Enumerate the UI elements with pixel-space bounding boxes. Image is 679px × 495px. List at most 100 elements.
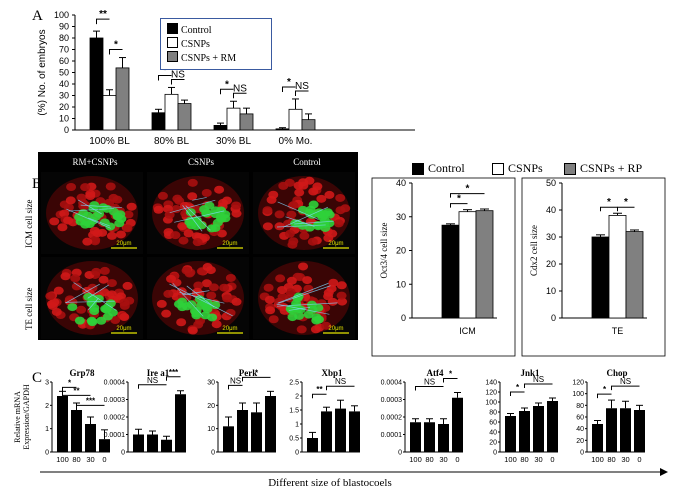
micro-nucleus bbox=[231, 209, 242, 218]
c-y-tick-label-2-0: 0 bbox=[211, 450, 215, 457]
micro-green-cell bbox=[315, 210, 326, 219]
micro-measure-line bbox=[278, 285, 331, 304]
micro-green-cell bbox=[87, 318, 98, 327]
micro-measure-line bbox=[88, 217, 110, 227]
legend-swatch-control bbox=[167, 23, 178, 34]
micro-measure-line bbox=[73, 282, 117, 311]
micro-green-cell bbox=[67, 303, 78, 312]
legend-label-csnps-rm: CSNPs + RM bbox=[181, 53, 237, 64]
b1-y-tick-label-4: 40 bbox=[396, 178, 406, 188]
c-x-tick-label-4-3: 0 bbox=[455, 455, 459, 464]
a-sig-5-label: NS bbox=[233, 83, 247, 94]
c-y-tick-label-2-3: 30 bbox=[207, 380, 215, 387]
micro-green-cell bbox=[116, 214, 127, 223]
a-y-tick-label-5: 50 bbox=[59, 68, 69, 78]
micro-nucleus bbox=[119, 301, 130, 310]
c-bar-2-2 bbox=[251, 412, 262, 452]
c-bar-2-0 bbox=[223, 426, 234, 452]
micro-green-cell bbox=[210, 301, 221, 310]
c-bar-2-3 bbox=[265, 396, 276, 452]
micro-nucleus bbox=[262, 206, 273, 215]
c-sig-1-1-label: *** bbox=[169, 368, 179, 377]
c-bar-4-0 bbox=[410, 422, 421, 452]
c-bottom-arrow-head bbox=[660, 468, 668, 476]
micro-measure-line bbox=[65, 283, 100, 304]
c-y-tick-label-6-3: 60 bbox=[576, 415, 584, 422]
micro-nucleus bbox=[176, 318, 187, 327]
micro-nucleus bbox=[324, 190, 335, 199]
a-x-tick-label-1: 80% BL bbox=[154, 136, 189, 147]
legend-swatch-control-b bbox=[412, 163, 424, 175]
micro-green-cell bbox=[295, 305, 306, 314]
micro-nucleus bbox=[187, 192, 198, 201]
row-label-te: TE cell size bbox=[24, 287, 34, 330]
c-sig-4-0-line bbox=[415, 386, 444, 391]
micro-nucleus bbox=[165, 274, 176, 283]
micro-green-cell bbox=[74, 316, 85, 325]
c-x-tick-label-0-3: 0 bbox=[102, 455, 106, 464]
b1-x-tick-label: ICM bbox=[459, 326, 476, 336]
micro-nucleus bbox=[199, 233, 210, 242]
micro-green-cell bbox=[191, 222, 202, 231]
micro-nucleus bbox=[106, 231, 117, 240]
micro-nucleus bbox=[219, 283, 230, 292]
micro-measure-line bbox=[186, 285, 215, 308]
b2-sig-1-line bbox=[617, 206, 635, 212]
c-x-tick-label-6-1: 80 bbox=[607, 455, 615, 464]
micro-nucleus bbox=[294, 188, 305, 197]
a-sig-4-line bbox=[220, 88, 234, 95]
a-y-tick-label-0: 0 bbox=[64, 125, 69, 135]
b2-bar-0 bbox=[591, 236, 610, 319]
c-bar-3-0 bbox=[307, 438, 318, 452]
micro-nucleus bbox=[106, 279, 117, 288]
a-sig-5-line bbox=[233, 92, 247, 99]
b2-y-tick-label-3: 30 bbox=[546, 232, 556, 242]
micro-measure-line bbox=[192, 197, 207, 201]
c-bar-3-3 bbox=[349, 411, 360, 452]
legend-swatch-csnps-rm bbox=[167, 51, 178, 62]
c-title-5: Jnk1 bbox=[520, 368, 540, 378]
micro-green-cell bbox=[294, 311, 305, 320]
c-sig-0-1-label: ** bbox=[73, 386, 80, 395]
a-bar-0-2 bbox=[115, 67, 130, 131]
c-y-tick-label-5-0: 0 bbox=[493, 450, 497, 457]
micro-green-cell bbox=[191, 306, 202, 315]
micro-nucleus bbox=[105, 182, 116, 191]
micro-nucleus bbox=[170, 231, 181, 240]
micro-nucleus bbox=[59, 209, 70, 218]
c-bar-4-1 bbox=[424, 422, 435, 452]
micro-nucleus bbox=[115, 230, 126, 239]
micro-nucleus bbox=[91, 267, 102, 276]
micro-nucleus bbox=[337, 297, 348, 306]
micro-nucleus bbox=[321, 321, 332, 330]
c-bar-0-3 bbox=[99, 439, 110, 452]
c-sig-5-0-label: * bbox=[516, 383, 520, 392]
a-bar-3-1 bbox=[288, 108, 303, 131]
c-sig-5-1-line bbox=[524, 383, 553, 388]
a-sig-7-label: NS bbox=[295, 81, 309, 92]
micro-nucleus bbox=[304, 176, 315, 185]
a-sig-4-label: * bbox=[225, 79, 229, 90]
micro-nucleus bbox=[123, 210, 134, 219]
micro-nucleus bbox=[60, 272, 71, 281]
b1-sig-0-line bbox=[450, 203, 468, 208]
b1-y-tick-label-2: 20 bbox=[396, 246, 406, 256]
c-y-tick-label-1-2: 0.0002 bbox=[104, 415, 126, 422]
c-sig-0-1-line bbox=[62, 394, 91, 400]
micro-nucleus bbox=[231, 297, 242, 306]
b1-y-tick-label-3: 30 bbox=[396, 212, 406, 222]
panel-c-gene-expression-charts: Relative mRNA Expression/GAPDHGrp78012310… bbox=[13, 368, 668, 489]
micro-nucleus bbox=[53, 286, 64, 295]
a-bar-2-1 bbox=[226, 107, 241, 131]
micro-nucleus bbox=[181, 266, 192, 275]
micro-nucleus bbox=[225, 273, 236, 282]
c-bar-6-3 bbox=[634, 410, 645, 452]
micro-nucleus bbox=[164, 210, 175, 219]
a-y-tick-label-4: 40 bbox=[59, 79, 69, 89]
c-y-tick-label-6-2: 40 bbox=[576, 426, 584, 433]
c-sig-6-0-label: * bbox=[603, 385, 607, 394]
legend-swatch-csnps-rp-b bbox=[564, 163, 576, 175]
micro-nucleus bbox=[316, 194, 327, 203]
c-y-tick-label-6-0: 0 bbox=[580, 450, 584, 457]
a-y-tick-label-8: 80 bbox=[59, 33, 69, 43]
